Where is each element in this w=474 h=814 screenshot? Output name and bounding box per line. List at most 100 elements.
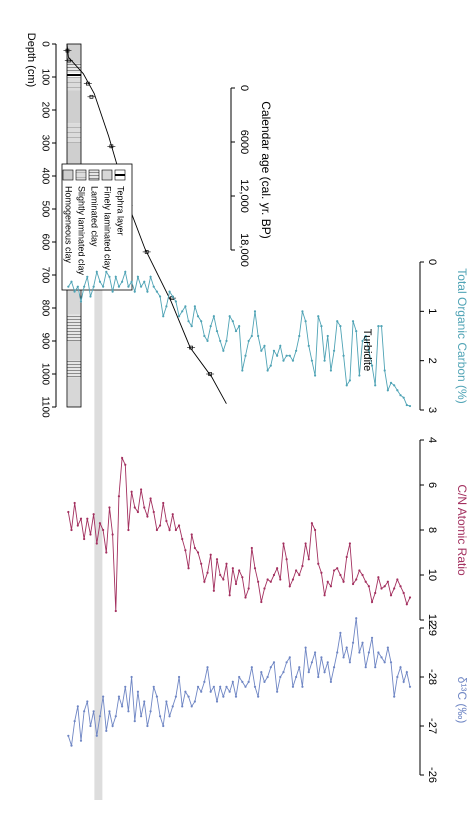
series-point <box>136 275 140 278</box>
series-point <box>83 285 86 288</box>
series-point <box>181 310 184 313</box>
series-point <box>326 334 329 338</box>
series-point <box>329 585 333 588</box>
value-tick-label: 8 <box>426 527 438 533</box>
series-point <box>168 290 171 293</box>
series-point <box>158 295 162 298</box>
series-point <box>345 646 348 649</box>
series-point <box>247 587 250 590</box>
series-point <box>95 734 98 737</box>
cn-panel <box>67 456 412 613</box>
series-point <box>358 569 361 572</box>
series-point <box>124 685 127 688</box>
series-point <box>190 533 193 536</box>
series-point <box>177 315 181 318</box>
series-point <box>247 339 250 343</box>
series-point <box>174 300 177 303</box>
series-point <box>399 585 402 588</box>
series-point <box>396 675 399 679</box>
series-point <box>133 290 136 293</box>
age-axis-title: Calendar age (cal. yr. BP) <box>259 101 273 238</box>
series-point <box>155 528 159 532</box>
series-point <box>86 700 89 703</box>
core-layer-slight <box>67 77 81 91</box>
series-point <box>377 651 380 654</box>
series-point <box>396 578 399 581</box>
series-point <box>285 558 288 561</box>
series-point <box>288 656 291 659</box>
series-point <box>389 381 393 384</box>
series-point <box>158 524 162 527</box>
series-point <box>181 537 184 541</box>
series-point <box>276 567 279 570</box>
series-point <box>238 675 241 679</box>
series-point <box>152 685 155 688</box>
series-point <box>149 710 152 713</box>
core-layer-fine <box>67 377 81 407</box>
core-layer-fine <box>67 341 81 361</box>
depth-tick-label: 300 <box>39 135 50 152</box>
value-tick-label: 4 <box>426 437 438 443</box>
series-point <box>105 270 108 273</box>
series-point <box>184 690 187 693</box>
series-point <box>396 389 399 392</box>
series-point <box>162 315 165 318</box>
series-point <box>380 587 383 590</box>
series-point <box>193 700 196 703</box>
series-point <box>364 334 367 338</box>
series-point <box>241 576 244 579</box>
series-point <box>168 528 171 532</box>
series-point <box>408 596 412 599</box>
series-point <box>200 562 203 565</box>
series-point <box>152 285 155 288</box>
series-point <box>320 325 323 328</box>
series-point <box>70 744 73 747</box>
series-point <box>301 685 304 688</box>
series-point <box>89 533 92 536</box>
series-point <box>291 578 295 581</box>
series-point <box>393 695 396 698</box>
series-point <box>263 344 266 347</box>
series-point <box>184 305 187 308</box>
series-point <box>389 594 393 597</box>
core-layer-laminated <box>67 314 81 341</box>
depth-tick-label: 100 <box>39 69 50 86</box>
series-point <box>339 573 342 577</box>
series-point <box>162 724 165 728</box>
series-point <box>121 280 124 283</box>
series-point <box>174 695 177 698</box>
series-point <box>225 685 228 688</box>
series-point <box>253 567 257 570</box>
toc-axis: 0 1 2 3 <box>419 259 438 413</box>
series-point <box>295 675 298 679</box>
series-point <box>342 656 345 659</box>
series-point <box>370 636 374 639</box>
series-point <box>364 666 367 669</box>
series-point <box>402 680 405 684</box>
cn-axis: 4 6 8 10 12 <box>419 437 438 626</box>
value-tick-label: 1 <box>426 308 438 314</box>
series-point <box>73 720 76 723</box>
legend-swatch-laminated <box>88 169 100 181</box>
series-point <box>67 285 70 288</box>
series-point <box>399 394 402 397</box>
series-point <box>89 724 92 728</box>
series-point <box>212 315 215 318</box>
series-point <box>238 569 241 572</box>
legend-box <box>61 163 133 291</box>
series-point <box>228 690 231 693</box>
series-point <box>171 705 174 708</box>
series-point <box>408 685 412 688</box>
series-point <box>285 661 288 664</box>
series-point <box>247 680 250 684</box>
series-point <box>70 280 73 283</box>
series-point <box>326 580 329 583</box>
value-tick-label: -27 <box>426 718 438 734</box>
series-point <box>222 695 225 698</box>
series-point <box>244 685 247 688</box>
series-point <box>336 651 339 654</box>
core-layer-homogeneous <box>67 44 81 64</box>
series-point <box>361 573 364 577</box>
series-point <box>155 695 159 698</box>
series-point <box>133 720 136 723</box>
